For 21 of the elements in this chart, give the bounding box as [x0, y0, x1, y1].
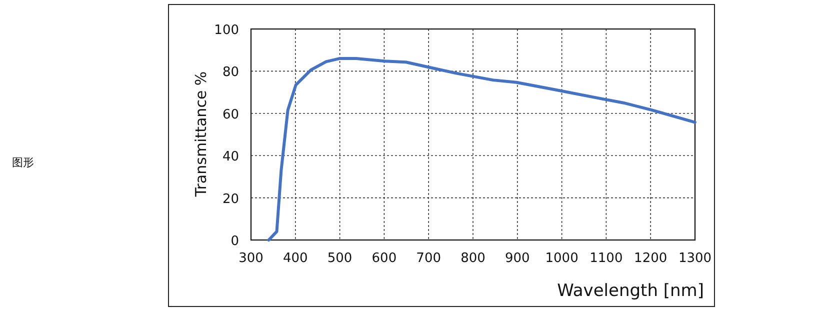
- y-tick-label: 20: [222, 192, 239, 207]
- x-tick-label: 900: [504, 251, 530, 266]
- y-tick-label: 0: [230, 234, 239, 249]
- y-tick-label: 60: [222, 107, 239, 122]
- x-axis-title: Wavelength [nm]: [557, 281, 704, 301]
- x-tick-label: 1000: [545, 251, 578, 266]
- x-tick-label: 700: [416, 251, 442, 266]
- x-tick-label: 1300: [678, 251, 712, 266]
- x-tick-label: 500: [327, 251, 352, 266]
- y-axis-title: Transmittance %: [192, 71, 210, 198]
- y-tick-label: 100: [214, 23, 239, 38]
- x-tick-label: 400: [282, 251, 308, 266]
- line-series: [267, 57, 696, 242]
- y-tick-label: 40: [222, 150, 239, 165]
- x-tick-label: 800: [460, 251, 486, 266]
- x-tick-label: 1200: [634, 251, 668, 266]
- y-tick-label: 80: [222, 65, 239, 80]
- x-tick-label: 300: [238, 251, 264, 266]
- x-tick-label: 600: [372, 251, 397, 266]
- x-tick-label: 1100: [590, 251, 623, 266]
- text: 图形: [12, 156, 34, 169]
